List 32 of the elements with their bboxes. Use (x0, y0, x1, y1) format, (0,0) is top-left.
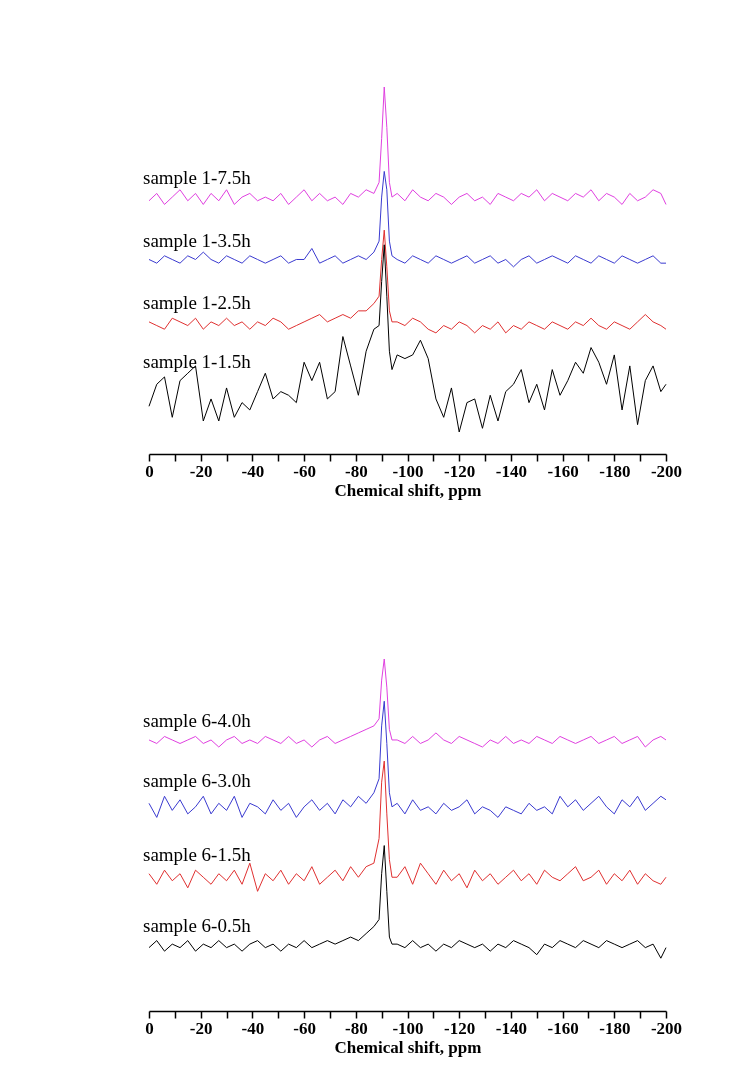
x-tick-label: -60 (293, 1018, 316, 1038)
x-axis-title: Chemical shift, ppm (334, 480, 482, 500)
series-label: sample 1-3.5h (143, 229, 252, 251)
x-tick-label: -120 (444, 461, 476, 481)
series-label: sample 6-1.5h (143, 844, 252, 866)
x-tick-label: -200 (650, 1018, 683, 1038)
x-tick-label: -20 (189, 1018, 213, 1038)
x-tick-label: -80 (344, 461, 368, 481)
series-label: sample 6-0.5h (143, 914, 252, 936)
x-tick-label: -180 (599, 461, 631, 481)
x-tick-label: 0 (145, 461, 154, 481)
x-tick-label: -20 (189, 461, 213, 481)
x-tick-label: -200 (650, 461, 683, 481)
x-tick-label: 0 (145, 1018, 154, 1038)
x-tick-label: -60 (293, 461, 316, 481)
x-tick-label: -180 (599, 1018, 631, 1038)
series-label: sample 1-2.5h (143, 292, 252, 314)
x-tick-label: -100 (392, 1018, 424, 1038)
x-tick-label: -40 (241, 461, 265, 481)
x-tick-label: -120 (444, 1018, 476, 1038)
x-tick-label: -140 (495, 1018, 527, 1038)
x-tick-label: -40 (241, 1018, 265, 1038)
x-tick-label: -140 (495, 461, 527, 481)
x-tick-label: -100 (392, 461, 424, 481)
x-axis-title: Chemical shift, ppm (334, 1037, 482, 1057)
series-label: sample 6-3.0h (143, 770, 252, 792)
x-tick-label: -160 (547, 1018, 579, 1038)
series-label: sample 1-1.5h (143, 350, 252, 372)
series-label: sample 6-4.0h (143, 710, 252, 732)
series-label: sample 1-7.5h (143, 167, 252, 189)
x-tick-label: -160 (547, 461, 579, 481)
x-tick-label: -80 (344, 1018, 368, 1038)
